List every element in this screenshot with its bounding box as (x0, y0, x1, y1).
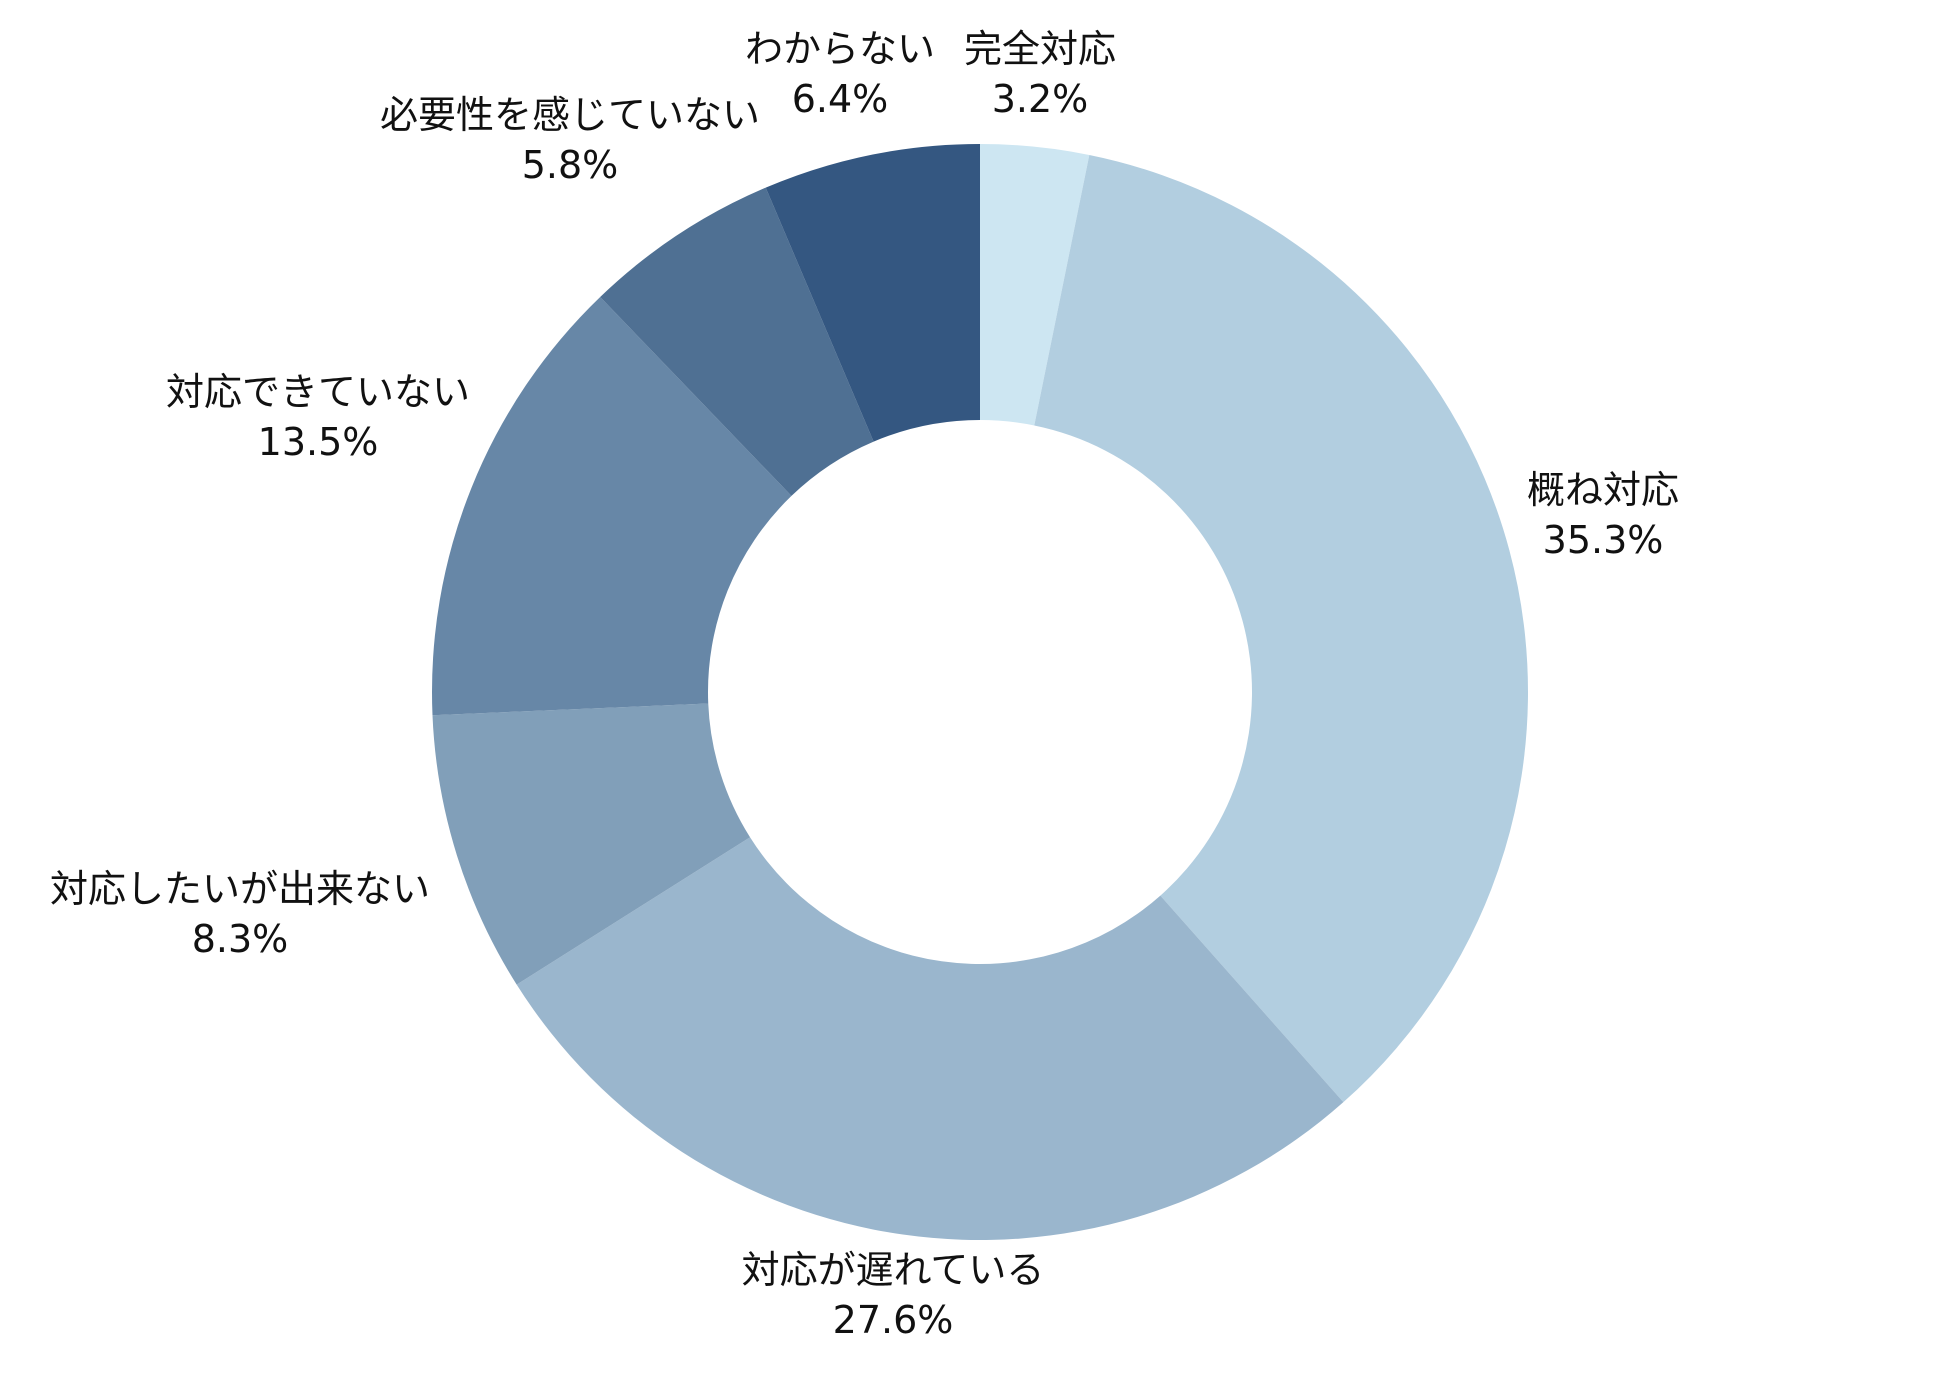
slice-label-5: 必要性を感じていない (380, 93, 760, 137)
slice-5 (600, 187, 874, 496)
slice-label-0: 完全対応 (964, 27, 1116, 71)
slice-1 (1034, 155, 1528, 1103)
slice-value-label-2: 27.6% (833, 1298, 954, 1342)
slice-2 (516, 837, 1344, 1240)
slice-value-label-3: 8.3% (192, 917, 289, 961)
slice-value-label-1: 35.3% (1543, 518, 1664, 562)
slice-value-label-0: 3.2% (992, 77, 1089, 121)
slice-value-label-4: 13.5% (258, 420, 379, 464)
slice-value-label-6: 6.4% (792, 77, 889, 121)
labels-group: 完全対応 3.2% 概ね対応 35.3% 対応が遅れている 27.6% 対応したいが出来ない… (50, 27, 1679, 1342)
slice-0 (980, 144, 1090, 426)
slice-4 (432, 296, 792, 716)
slices-group (432, 144, 1528, 1240)
slice-label-3: 対応したいが出来ない (50, 867, 430, 911)
slice-6 (765, 144, 980, 442)
slice-3 (432, 703, 751, 985)
slice-value-label-5: 5.8% (522, 143, 619, 187)
slice-label-4: 対応できていない (166, 370, 470, 414)
slice-label-2: 対応が遅れている (742, 1248, 1045, 1292)
slice-label-1: 概ね対応 (1527, 468, 1679, 512)
slice-label-6: わからない (745, 27, 935, 71)
